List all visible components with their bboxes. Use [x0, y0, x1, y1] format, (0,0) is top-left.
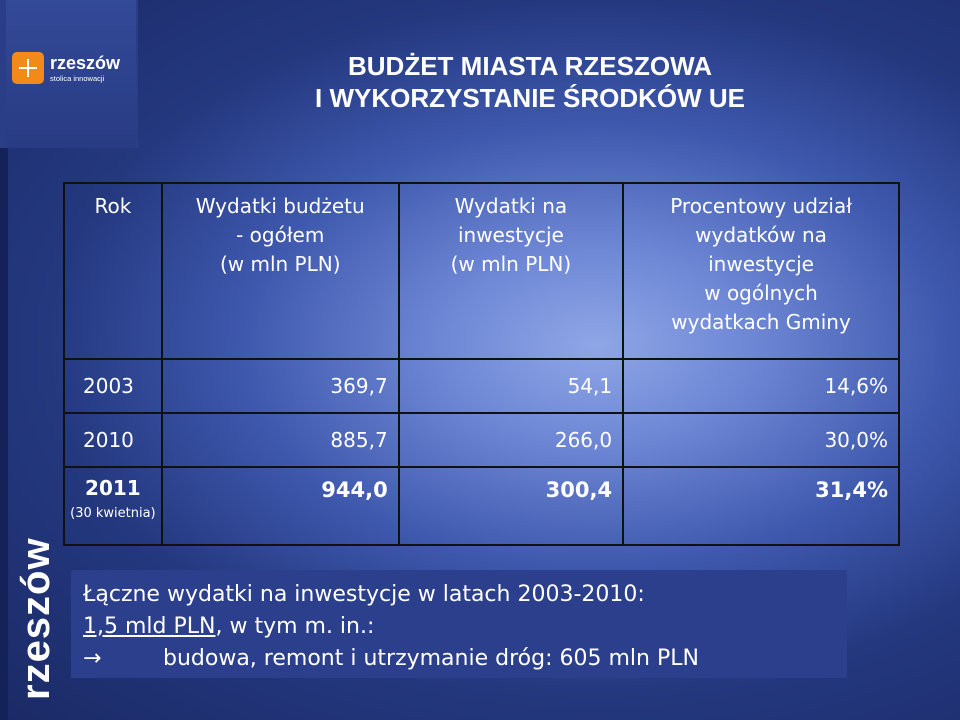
header-investment-expenditure: Wydatki na inwestycje (w mln PLN)	[397, 182, 625, 360]
cell-share: 14,6%	[622, 358, 900, 414]
side-brand-text: rzeszów	[14, 537, 58, 700]
slide-title-line2: I WYKORZYSTANIE ŚRODKÓW UE	[315, 83, 745, 113]
cell-investment: 266,0	[397, 412, 625, 468]
summary-box: Łączne wydatki na inwestycje w latach 20…	[71, 570, 847, 678]
cell-total: 369,7	[160, 358, 400, 414]
cell-share: 30,0%	[622, 412, 900, 468]
header-investment-share: Procentowy udział wydatków na inwestycje…	[622, 182, 900, 360]
summary-line2: 1,5 mld PLN, w tym m. in.:	[83, 612, 374, 642]
cell-share: 31,4%	[622, 466, 900, 546]
year-note: (30 kwietnia)	[70, 506, 156, 521]
summary-line3: → budowa, remont i utrzymanie dróg: 605 m…	[83, 644, 699, 674]
cell-investment: 300,4	[397, 466, 625, 546]
logo-tagline: stolica innowacji	[50, 73, 105, 83]
header-year: Rok	[63, 182, 163, 360]
cell-year: 2010	[63, 412, 163, 468]
cell-total: 944,0	[160, 466, 400, 546]
summary-total-amount: 1,5 mld PLN	[83, 614, 216, 639]
summary-line1: Łączne wydatki na inwestycje w latach 20…	[83, 582, 645, 607]
summary-line2-rest: , w tym m. in.:	[215, 614, 375, 639]
slide-title-line1: BUDŻET MIASTA RZESZOWA	[348, 51, 712, 81]
cell-year: 2003	[63, 358, 163, 414]
logo-star-icon	[12, 52, 44, 84]
summary-roads-text: budowa, remont i utrzymanie dróg: 605 ml…	[163, 646, 699, 671]
table-row: 2003 369,7 54,1 14,6%	[63, 358, 900, 414]
table-header-row: Rok Wydatki budżetu - ogółem (w mln PLN)…	[63, 182, 900, 360]
table-row: 2011 (30 kwietnia) 944,0 300,4 31,4%	[63, 466, 900, 546]
cell-investment: 54,1	[397, 358, 625, 414]
rzeszow-logo: rzeszów stolica innowacji	[12, 47, 120, 89]
cell-year: 2011 (30 kwietnia)	[63, 466, 163, 546]
logo-name: rzeszów	[50, 52, 121, 73]
year-value: 2011	[85, 476, 141, 500]
header-total-expenditure: Wydatki budżetu - ogółem (w mln PLN)	[160, 182, 400, 360]
arrow-icon: →	[83, 646, 102, 671]
table-row: 2010 885,7 266,0 30,0%	[63, 412, 900, 468]
cell-total: 885,7	[160, 412, 400, 468]
budget-table: Rok Wydatki budżetu - ogółem (w mln PLN)…	[63, 182, 900, 546]
left-strip	[0, 0, 8, 720]
